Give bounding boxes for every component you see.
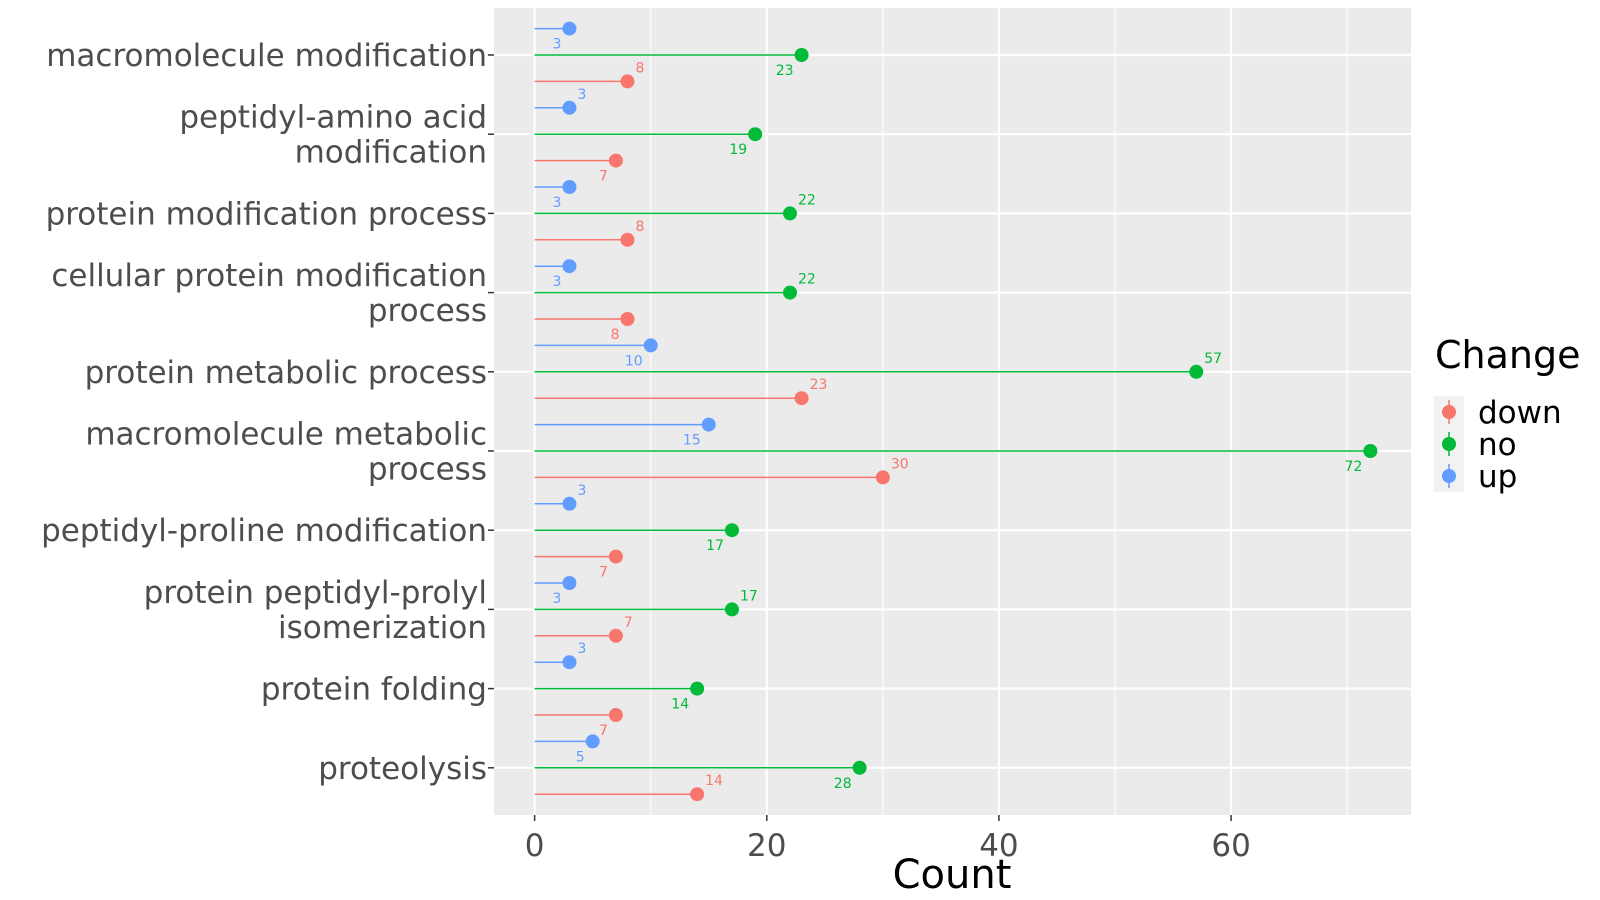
y-tick-label: peptidyl-amino acid modification xyxy=(179,100,487,171)
lollipop-point-no xyxy=(690,681,705,696)
data-label-up: 3 xyxy=(553,195,562,211)
legend-label-no: no xyxy=(1478,427,1517,463)
lollipop-point-no xyxy=(1363,444,1378,458)
data-label-no: 28 xyxy=(834,776,852,792)
lollipop-point-down xyxy=(620,74,635,89)
x-tick-label: 20 xyxy=(747,828,786,864)
y-tick-label: proteolysis xyxy=(318,751,487,787)
x-tick-label: 40 xyxy=(979,828,1018,864)
lollipop-point-up xyxy=(562,655,577,670)
data-label-down: 8 xyxy=(635,60,644,76)
legend-label-down: down xyxy=(1478,395,1562,431)
data-label-no: 19 xyxy=(729,142,747,158)
lollipop-point-no xyxy=(748,127,763,142)
data-label-up: 3 xyxy=(553,37,562,53)
data-label-up: 3 xyxy=(577,641,586,657)
y-tick-label: macromolecule metabolic process xyxy=(85,417,487,488)
data-label-down: 7 xyxy=(624,615,633,631)
y-tick-label: protein folding xyxy=(261,672,487,708)
data-label-no: 22 xyxy=(798,192,816,208)
lollipop-point-up xyxy=(562,21,577,36)
minor-gridlines xyxy=(650,8,1348,815)
data-label-up: 5 xyxy=(576,749,585,765)
data-label-up: 15 xyxy=(683,433,701,449)
y-tick-label: macromolecule modification xyxy=(46,38,487,74)
lollipop-point-up xyxy=(562,180,577,194)
data-label-up: 3 xyxy=(577,87,586,103)
plot-panel xyxy=(494,8,1411,815)
data-label-down: 23 xyxy=(810,377,828,393)
data-label-no: 57 xyxy=(1204,351,1222,367)
lollipop-point-up xyxy=(585,734,600,749)
y-axis: macromolecule modification peptidyl-amino… xyxy=(41,38,494,787)
data-label-no: 17 xyxy=(740,588,758,604)
data-label-no: 72 xyxy=(1345,459,1363,475)
legend-key-point-no xyxy=(1442,437,1456,451)
x-axis: 0 20 40 60 xyxy=(525,815,1251,864)
data-label-up: 3 xyxy=(553,274,562,290)
x-axis-title: Count xyxy=(893,852,1012,898)
data-marks: 8 7 8 8 23 30 7 7 7 14 23 19 22 22 57 72 17 17 14 28 3 3 3 3 10 1… xyxy=(534,21,1378,802)
data-label-down: 8 xyxy=(611,327,620,343)
data-label-up: 3 xyxy=(553,591,562,607)
y-tick-label: peptidyl-proline modification xyxy=(41,513,487,549)
lollipop-point-down xyxy=(608,628,623,643)
lollipop-point-down xyxy=(608,708,623,722)
lollipop-point-down xyxy=(794,391,809,406)
data-label-up: 3 xyxy=(577,483,586,499)
data-label-down: 7 xyxy=(599,723,608,739)
x-tick-label: 0 xyxy=(525,828,545,864)
lollipop-point-no xyxy=(852,760,867,775)
lollipop-point-up xyxy=(643,338,658,353)
legend-key-point-down xyxy=(1442,405,1456,419)
lollipop-point-down xyxy=(875,470,890,485)
lollipop-point-down xyxy=(620,312,635,326)
lollipop-point-no xyxy=(724,602,739,617)
lollipop-point-down xyxy=(690,787,705,802)
y-tick-label: protein modification process xyxy=(46,196,487,232)
data-label-no: 23 xyxy=(776,63,794,79)
lollipop-point-down xyxy=(608,153,623,168)
data-label-down: 30 xyxy=(891,456,909,472)
data-label-down: 7 xyxy=(599,565,608,581)
legend-title: Change xyxy=(1435,333,1581,377)
lollipop-point-up xyxy=(562,100,577,115)
lollipop-point-up xyxy=(701,417,716,432)
lollipop-point-down xyxy=(620,232,635,247)
data-label-no: 14 xyxy=(671,697,689,713)
legend-label-up: up xyxy=(1478,459,1517,495)
data-label-up: 10 xyxy=(625,353,643,369)
y-tick-label: protein metabolic process xyxy=(85,355,487,391)
data-label-down: 8 xyxy=(635,219,644,235)
y-tick-label: cellular protein modification process xyxy=(51,258,487,329)
x-tick-label: 60 xyxy=(1211,828,1250,864)
lollipop-point-no xyxy=(724,523,739,538)
data-label-no: 22 xyxy=(798,272,816,288)
lollipop-point-no xyxy=(782,206,797,221)
lollipop-point-up xyxy=(562,496,577,511)
lollipop-point-down xyxy=(608,549,623,564)
data-label-down: 14 xyxy=(705,773,723,789)
lollipop-point-no xyxy=(782,285,797,300)
lollipop-point-up xyxy=(562,576,577,590)
y-tick-label: protein peptidyl-prolyl isomerization xyxy=(144,575,487,646)
lollipop-point-no xyxy=(1189,364,1204,379)
data-label-down: 7 xyxy=(599,169,608,185)
lollipop-point-up xyxy=(562,259,577,274)
legend-key-point-up xyxy=(1442,469,1456,483)
lollipop-point-no xyxy=(794,48,809,62)
data-label-no: 17 xyxy=(706,538,724,554)
